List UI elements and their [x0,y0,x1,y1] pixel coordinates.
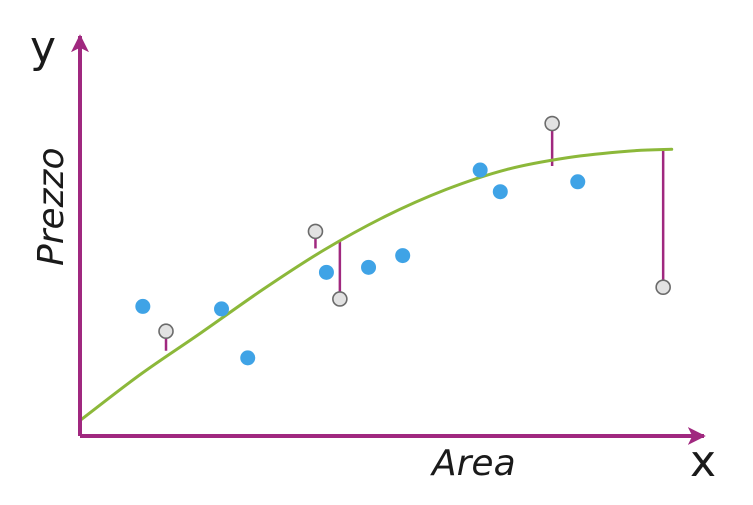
residual-lines [164,123,665,351]
fitted-curve-group [78,147,674,422]
x-axis-letter: x [690,436,716,487]
observed-point-8 [492,184,508,200]
observed-point-9 [570,174,586,190]
observed-point-2 [214,301,230,317]
highlighted-point-1 [158,323,174,340]
highlighted-point-5 [655,279,671,296]
observed-point-4 [318,264,334,280]
y-axis-title: Prezzo [31,148,72,266]
highlighted-point-4 [544,115,560,132]
axes [71,34,706,445]
observed-point-7 [472,162,488,178]
y-axis-letter: y [30,22,56,73]
observed-point-3 [240,350,256,366]
observed-point-1 [135,298,151,314]
x-axis-title: Area [430,443,516,484]
highlighted-point-3 [332,291,348,307]
data-points [135,115,671,366]
observed-point-5 [361,259,377,275]
highlighted-point-2 [307,223,324,240]
fitted-curve [78,147,674,422]
observed-point-6 [395,248,411,264]
